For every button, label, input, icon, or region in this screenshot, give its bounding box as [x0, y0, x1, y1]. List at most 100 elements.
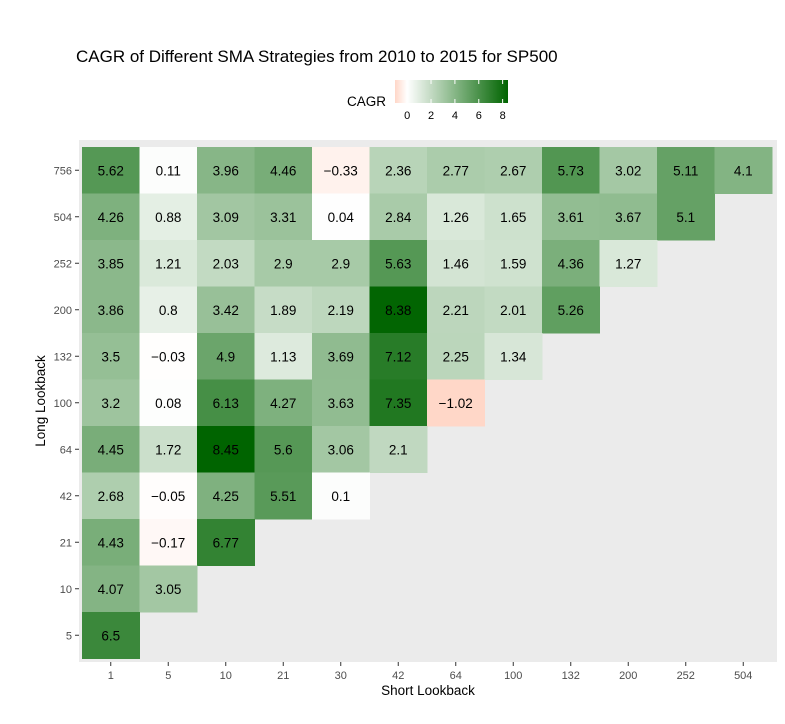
cell-value-label: 4.25: [213, 489, 239, 504]
heatmap-cell: [139, 286, 198, 334]
cell-value-label: 8.38: [385, 303, 411, 318]
heatmap-cell: [427, 240, 485, 287]
cell-value-label: 4.27: [270, 396, 296, 411]
y-tick-label: 132: [54, 351, 72, 363]
heatmap-cell: [197, 286, 255, 334]
cell-value-label: 2.9: [331, 256, 350, 271]
cell-value-label: 5.62: [98, 163, 124, 178]
y-tick-label: 200: [54, 305, 72, 317]
heatmap-cell: [427, 333, 485, 380]
x-tick-label: 10: [220, 670, 232, 682]
y-axis: 756 504 252 200 132 100 64 42 21 10 5: [54, 165, 79, 642]
heatmap-cell: [139, 426, 198, 473]
x-tick-label: 1: [108, 670, 114, 682]
heatmap-cell: [427, 286, 485, 334]
heatmap-cell: [139, 519, 198, 566]
heatmap-cell: [369, 147, 428, 194]
heatmap-cell: [254, 286, 313, 334]
heatmap-cell: [312, 472, 370, 520]
y-tick-label: 252: [54, 258, 72, 270]
cell-value-label: 1.89: [270, 303, 296, 318]
heatmap-cell: [254, 147, 313, 194]
cell-value-label: 8.45: [213, 442, 239, 457]
legend-tick-label: 0: [404, 110, 410, 122]
heatmap-cell: [254, 240, 313, 287]
cell-value-label: 5.73: [558, 163, 584, 178]
heatmap-cell: [82, 147, 140, 194]
y-tick-label: 10: [60, 584, 72, 596]
x-tick-label: 30: [335, 670, 347, 682]
cell-value-label: 4.43: [98, 535, 124, 550]
legend: CAGR 0 2 4 6 8: [347, 80, 508, 122]
x-tick-label: 504: [734, 670, 752, 682]
heatmap-cell: [82, 519, 140, 566]
heatmap-cell: [369, 379, 428, 427]
heatmap-cell: [197, 193, 255, 241]
cell-value-label: 3.5: [101, 349, 120, 364]
cell-value-label: 1.59: [500, 256, 526, 271]
cell-value-label: 2.03: [213, 256, 239, 271]
heatmap-cells: 5.62 0.11 3.96 4.46 −0.33 2.36 2.77 2.67 5.73 3.0…: [82, 147, 773, 659]
heatmap-cell: [312, 240, 370, 287]
cell-value-label: 6.77: [213, 535, 239, 550]
cell-value-label: 2.9: [274, 256, 293, 271]
heatmap-cell: [484, 193, 543, 241]
heatmap-cell: [542, 286, 600, 334]
cell-value-label: 3.61: [558, 210, 584, 225]
cell-value-label: 3.96: [213, 163, 239, 178]
heatmap-cell: [197, 147, 255, 194]
cell-value-label: 5.11: [673, 163, 698, 178]
legend-tick-label: 8: [500, 110, 506, 122]
cell-value-label: 2.01: [500, 303, 526, 318]
cell-value-label: 1.13: [270, 349, 296, 364]
heatmap-cell: [484, 147, 543, 194]
heatmap-cell: [369, 426, 428, 473]
cell-value-label: 3.85: [98, 256, 124, 271]
heatmap-cell: [312, 426, 370, 473]
heatmap-cell: [599, 193, 658, 241]
heatmap-cell: [139, 472, 198, 520]
heatmap-cell: [427, 193, 485, 241]
cell-value-label: 0.04: [328, 210, 355, 225]
cell-value-label: 1.72: [155, 442, 181, 457]
heatmap-cell: [82, 193, 140, 241]
y-tick-label: 64: [60, 444, 72, 456]
heatmap-cell: [139, 333, 198, 380]
heatmap-cell: [254, 193, 313, 241]
heatmap-cell: [599, 240, 658, 287]
y-axis-label: Long Lookback: [33, 355, 48, 447]
heatmap-cell: [197, 519, 255, 566]
cell-value-label: −0.17: [151, 535, 185, 550]
heatmap-cell: [312, 333, 370, 380]
cell-value-label: −1.02: [439, 396, 473, 411]
heatmap-cell: [369, 333, 428, 380]
cell-value-label: 3.69: [328, 349, 354, 364]
cell-value-label: 4.36: [558, 256, 584, 271]
cell-value-label: 3.42: [213, 303, 239, 318]
chart-title: CAGR of Different SMA Strategies from 20…: [76, 47, 558, 66]
heatmap-cell: [197, 426, 255, 473]
cell-value-label: 3.02: [615, 163, 641, 178]
heatmap-cell: [254, 426, 313, 473]
legend-ticks: 0 2 4 6 8: [404, 80, 506, 122]
heatmap-cell: [427, 147, 485, 194]
heatmap-cell: [139, 379, 198, 427]
legend-title: CAGR: [347, 94, 386, 109]
heatmap-cell: [484, 240, 543, 287]
y-tick-label: 42: [60, 491, 72, 503]
cell-value-label: 3.06: [328, 442, 354, 457]
cell-value-label: 5.51: [270, 489, 296, 504]
heatmap-cell: [657, 193, 715, 241]
cell-value-label: 1.46: [443, 256, 469, 271]
heatmap-cell: [369, 193, 428, 241]
cell-value-label: 3.86: [98, 303, 124, 318]
heatmap-cell: [484, 333, 543, 380]
cell-value-label: 5.1: [676, 210, 695, 225]
x-tick-label: 5: [165, 670, 171, 682]
heatmap-cell: [82, 240, 140, 287]
legend-colorbar: [395, 80, 508, 103]
heatmap-cell: [139, 565, 198, 613]
heatmap-cell: [312, 286, 370, 334]
heatmap-cell: [82, 379, 140, 427]
